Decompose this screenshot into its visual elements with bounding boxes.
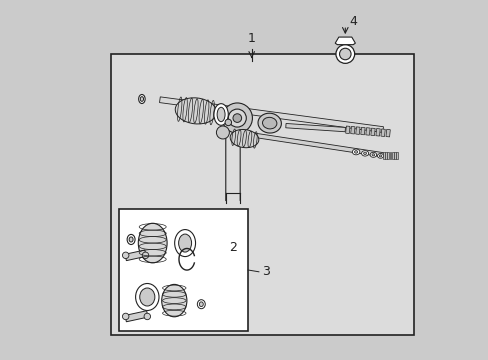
Ellipse shape xyxy=(175,98,216,124)
Ellipse shape xyxy=(213,104,228,125)
Polygon shape xyxy=(240,131,383,157)
Polygon shape xyxy=(285,123,345,132)
Circle shape xyxy=(222,103,252,133)
Polygon shape xyxy=(389,152,390,159)
Ellipse shape xyxy=(371,154,374,156)
Polygon shape xyxy=(382,152,384,159)
Polygon shape xyxy=(345,126,349,134)
Ellipse shape xyxy=(127,234,135,244)
Bar xyxy=(118,209,247,331)
Text: 4: 4 xyxy=(348,15,356,28)
Ellipse shape xyxy=(178,234,191,252)
Polygon shape xyxy=(370,128,374,136)
Polygon shape xyxy=(385,129,389,137)
Circle shape xyxy=(228,109,246,127)
Polygon shape xyxy=(335,37,355,45)
Circle shape xyxy=(122,252,129,258)
Ellipse shape xyxy=(230,130,258,148)
Polygon shape xyxy=(350,126,354,134)
Polygon shape xyxy=(125,311,148,322)
Polygon shape xyxy=(393,152,395,159)
Polygon shape xyxy=(125,250,146,261)
Polygon shape xyxy=(365,128,369,135)
Circle shape xyxy=(144,313,150,320)
Ellipse shape xyxy=(129,237,133,242)
Polygon shape xyxy=(391,152,393,159)
Ellipse shape xyxy=(199,302,203,307)
Ellipse shape xyxy=(335,45,354,63)
Ellipse shape xyxy=(162,284,186,317)
Ellipse shape xyxy=(339,48,350,60)
Circle shape xyxy=(122,313,129,320)
Polygon shape xyxy=(395,152,397,159)
Ellipse shape xyxy=(361,151,368,156)
Ellipse shape xyxy=(224,119,231,126)
Polygon shape xyxy=(159,97,383,132)
Polygon shape xyxy=(386,152,388,159)
Polygon shape xyxy=(380,129,385,136)
Polygon shape xyxy=(360,127,365,135)
Ellipse shape xyxy=(262,117,276,129)
Bar xyxy=(111,54,413,335)
Ellipse shape xyxy=(363,152,366,154)
Ellipse shape xyxy=(369,152,376,157)
Text: 1: 1 xyxy=(247,32,255,45)
Circle shape xyxy=(142,252,148,258)
Ellipse shape xyxy=(377,154,383,158)
Ellipse shape xyxy=(139,95,145,104)
Ellipse shape xyxy=(379,155,381,157)
Ellipse shape xyxy=(174,230,195,257)
Ellipse shape xyxy=(217,107,224,122)
Circle shape xyxy=(216,126,229,139)
Polygon shape xyxy=(385,152,386,159)
Text: 2: 2 xyxy=(228,241,236,254)
Ellipse shape xyxy=(354,150,357,153)
Ellipse shape xyxy=(258,113,281,133)
Ellipse shape xyxy=(135,284,159,310)
Ellipse shape xyxy=(140,97,143,102)
Ellipse shape xyxy=(352,149,359,155)
Polygon shape xyxy=(375,129,380,136)
Text: 3: 3 xyxy=(262,265,270,278)
Ellipse shape xyxy=(197,300,205,309)
Ellipse shape xyxy=(140,288,155,306)
Circle shape xyxy=(232,114,241,122)
Ellipse shape xyxy=(138,223,167,263)
Polygon shape xyxy=(355,127,359,134)
